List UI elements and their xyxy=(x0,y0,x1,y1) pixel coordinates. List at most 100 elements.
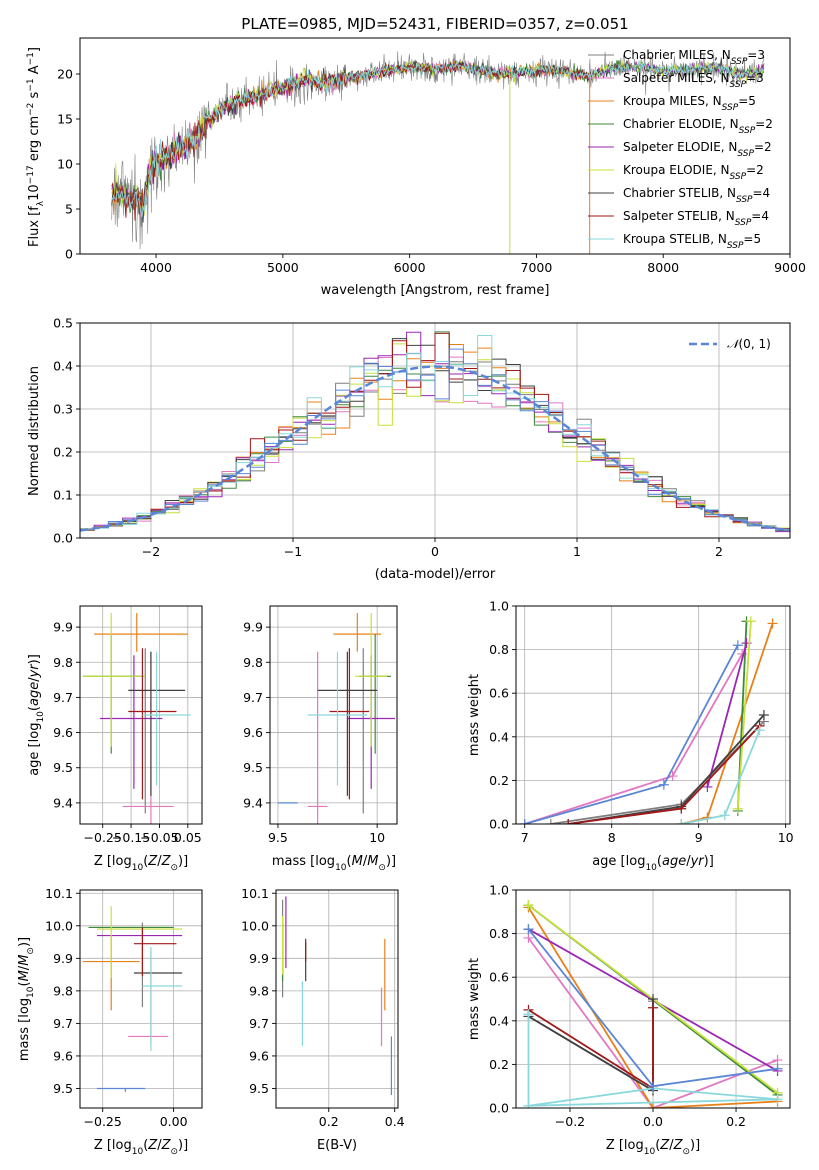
age-vs-mass-point-7 xyxy=(329,648,370,800)
age-vs-z-ytick-label-0: 9.4 xyxy=(53,795,73,810)
age-vs-z-plot-area xyxy=(82,613,191,824)
mass-vs-z-ytick-label-3: 9.8 xyxy=(53,983,73,998)
weight-vs-age-marker-7-1 xyxy=(676,803,687,814)
spectrum-ylabel: Flux [fλ10−17 erg cm−2 s−1 A−1] xyxy=(26,47,46,247)
weight-vs-age-series-6 xyxy=(568,714,765,824)
weight-vs-z-series-1 xyxy=(527,937,778,1108)
mass-vs-z-ytick-label-1: 9.6 xyxy=(53,1048,73,1063)
weight-vs-age-ytick-label-1: 0.2 xyxy=(489,773,509,788)
age-vs-mass-point-3 xyxy=(359,634,392,754)
weight-vs-age-axes xyxy=(516,605,790,825)
age-vs-z-ytick-label-4: 9.8 xyxy=(53,655,73,670)
weight-vs-age-marker-8-2 xyxy=(754,725,765,736)
age-vs-mass-xtick-label-0: 9.5 xyxy=(268,830,288,845)
residuals-xtick-label-3: 1 xyxy=(573,544,581,559)
age-vs-mass-point-1 xyxy=(307,651,328,824)
spectrum-legend-label-0: Chabrier MILES, NSSP=3 xyxy=(623,48,765,67)
spectrum-legend-label-3: Chabrier ELODIE, NSSP=2 xyxy=(623,117,773,136)
mass-vs-z-ytick-label-4: 9.9 xyxy=(53,951,73,966)
spectrum-xtick-label-3: 7000 xyxy=(521,260,553,275)
mass-vs-z-point-7 xyxy=(133,927,177,977)
age-vs-z-point-3 xyxy=(82,634,146,754)
spectrum-legend-label-8: Kroupa STELIB, NSSP=5 xyxy=(623,232,761,251)
weight-vs-age-marker-8-0 xyxy=(676,819,687,824)
weight-vs-age-xtick-label-3: 10 xyxy=(778,830,794,845)
spectrum-ytick-label-4: 20 xyxy=(57,67,73,82)
weight-vs-z-marker-1-0 xyxy=(523,932,534,943)
spectrum-legend-label-1: Salpeter MILES, NSSP=3 xyxy=(623,71,764,90)
age-vs-mass-ytick-label-1: 9.5 xyxy=(243,760,263,775)
weight-vs-z-marker-2-1 xyxy=(648,1103,658,1108)
mass-vs-z-point-1 xyxy=(128,951,168,1043)
spectrum-xlabel: wavelength [Angstrom, rest frame] xyxy=(321,283,550,298)
age-vs-z-point-7 xyxy=(128,648,177,800)
weight-vs-z-marker-7-2 xyxy=(648,1002,658,1013)
mass-vs-ebv-xlabel: E(B-V) xyxy=(317,1138,357,1153)
residuals-ytick-label-5: 0.5 xyxy=(53,316,73,331)
age-vs-z-frame xyxy=(79,605,203,825)
age-vs-z-ytick-label-3: 9.7 xyxy=(53,690,73,705)
weight-vs-age-marker-5-1 xyxy=(745,616,756,627)
mass-vs-z-ytick-label-6: 10.1 xyxy=(45,886,73,901)
mass-vs-ebv-frame xyxy=(275,889,399,1109)
mass-vs-z-xtick-label-1: 0.00 xyxy=(160,1114,188,1129)
weight-vs-age-marker-9-2 xyxy=(732,640,743,651)
age-vs-mass-ytick-label-4: 9.8 xyxy=(243,655,263,670)
weight-vs-z-xtick-label-1: 0.0 xyxy=(643,1114,663,1129)
age-vs-z-xtick-label-1: −0.15 xyxy=(112,830,150,845)
weight-vs-age-ytick-label-4: 0.8 xyxy=(489,642,509,657)
weight-vs-age-xtick-label-2: 9 xyxy=(695,830,703,845)
mass-vs-z-ylabel: mass [log10(M/M⊙)] xyxy=(17,937,36,1061)
weight-vs-age-marker-5-0 xyxy=(732,803,743,814)
weight-vs-age-ytick-label-2: 0.4 xyxy=(489,729,509,744)
age-vs-mass-ytick-label-3: 9.7 xyxy=(243,690,263,705)
mass-vs-z-plot-area xyxy=(82,906,183,1092)
spectrum-axes xyxy=(111,51,765,254)
age-vs-z-ylabel: age [log10(age/yr)] xyxy=(27,654,46,776)
mass-vs-ebv-plot-area xyxy=(281,896,393,1095)
weight-vs-z-marker-9-2 xyxy=(772,1063,783,1074)
age-vs-z-axes xyxy=(80,606,202,824)
weight-vs-age-ytick-label-3: 0.6 xyxy=(489,686,509,701)
spectrum-frame xyxy=(79,37,791,255)
age-vs-mass-plot-area xyxy=(277,613,396,824)
weight-vs-z-plot-area xyxy=(523,900,783,1108)
weight-vs-z-marker-9-1 xyxy=(648,1081,658,1092)
spectrum-xtick-label-5: 9000 xyxy=(774,260,806,275)
residuals-legend-label: 𝒩(0, 1) xyxy=(727,337,771,351)
age-vs-mass-point-8 xyxy=(307,651,368,786)
mass-vs-z-ytick-label-0: 9.5 xyxy=(53,1081,73,1096)
weight-vs-age-series-4 xyxy=(706,642,748,788)
weight-vs-age-marker-9-0 xyxy=(519,819,530,824)
weight-vs-age-series-9 xyxy=(524,644,739,824)
spectrum-legend-label-5: Kroupa ELODIE, NSSP=2 xyxy=(623,163,764,182)
weight-vs-age-marker-6-2 xyxy=(758,710,769,720)
age-vs-z-xtick-label-3: 0.05 xyxy=(174,830,202,845)
mass-vs-z-xtick-label-0: −0.25 xyxy=(84,1114,122,1129)
spectrum-legend-label-2: Kroupa MILES, NSSP=5 xyxy=(623,94,756,113)
residuals-ytick-label-4: 0.4 xyxy=(53,359,73,374)
age-vs-mass-frame-group: 9.5 10 9.4 9.5 9.6 9.7 9.8 9.9 xyxy=(243,605,398,845)
residuals-ytick-label-2: 0.2 xyxy=(53,445,73,460)
age-vs-mass-point-5 xyxy=(355,613,388,747)
spectrum-ytick-label-2: 10 xyxy=(57,157,73,172)
weight-vs-age-xtick-label-0: 7 xyxy=(521,830,529,845)
weight-vs-z-ytick-label-3: 0.6 xyxy=(489,970,509,985)
weight-vs-age-marker-4-0 xyxy=(702,781,713,792)
age-vs-z-ytick-label-1: 9.5 xyxy=(53,760,73,775)
spectrum-series-8 xyxy=(111,59,765,218)
age-vs-mass-frame xyxy=(269,605,398,825)
mass-vs-ebv-axes xyxy=(276,890,398,1108)
spectrum-xtick-label-0: 4000 xyxy=(140,260,172,275)
age-vs-z-xtick-label-2: −0.05 xyxy=(140,830,178,845)
age-vs-mass-ytick-label-0: 9.4 xyxy=(243,795,263,810)
weight-vs-z-ytick-label-2: 0.4 xyxy=(489,1013,509,1028)
weight-vs-age-xlabel: age [log10(age/yr)] xyxy=(592,854,714,873)
weight-vs-age-marker-7-0 xyxy=(563,819,574,824)
weight-vs-age-marker-2-2 xyxy=(767,618,778,629)
spectrum-xtick-label-1: 5000 xyxy=(267,260,299,275)
residuals-frame-group: −2 −1 0 1 2 0.0 0.1 0.2 0.3 0.4 0.5 xyxy=(53,316,791,559)
weight-vs-z-marker-1-2 xyxy=(772,1055,783,1066)
weight-vs-z-ylabel: mass weight xyxy=(467,958,482,1040)
